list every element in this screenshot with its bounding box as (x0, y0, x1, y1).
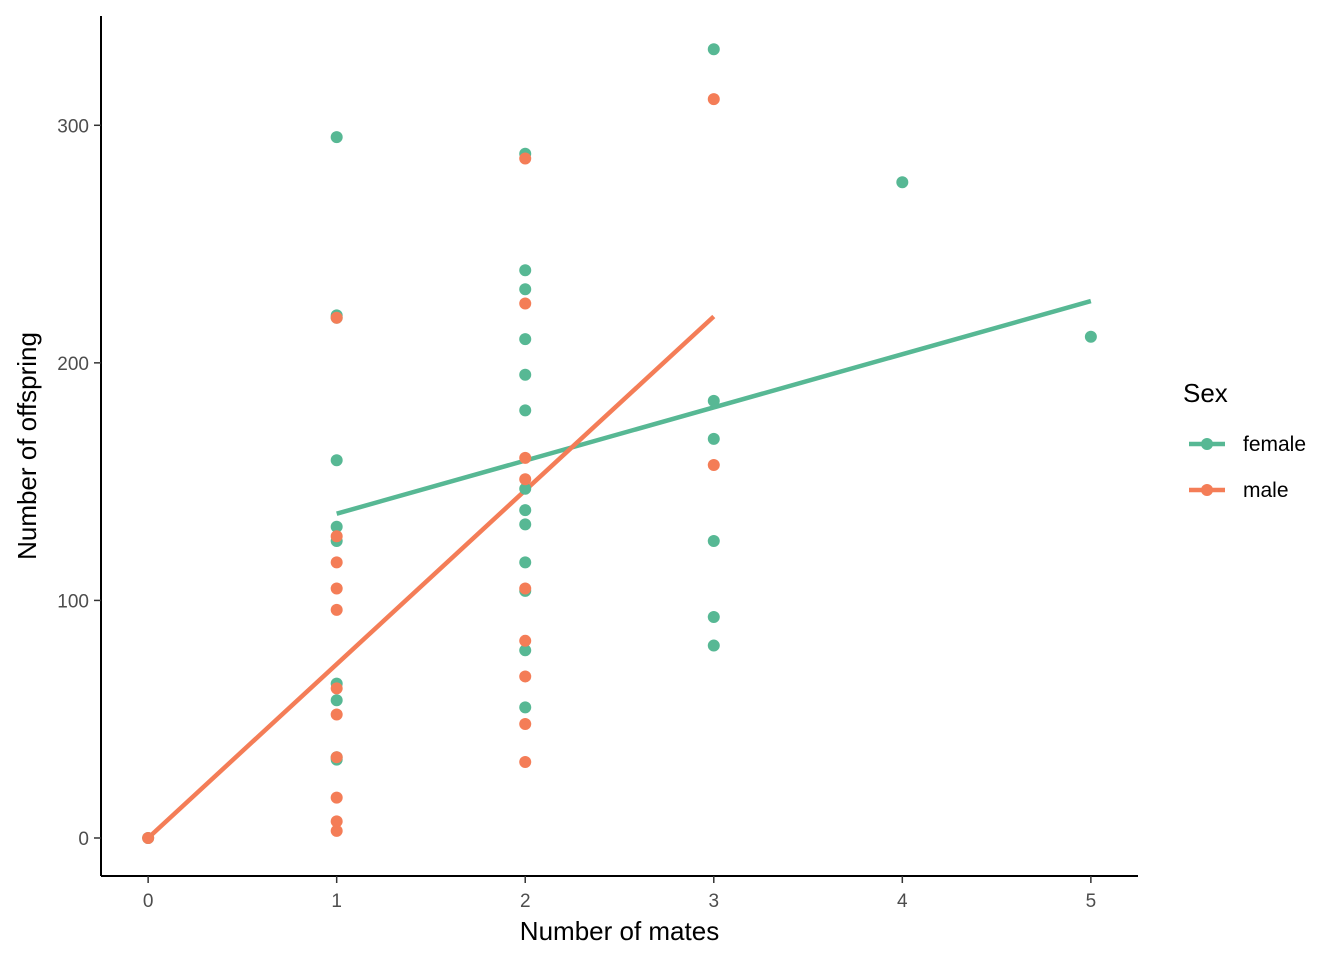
male-point (330, 556, 343, 569)
x-tick-label: 3 (708, 891, 719, 912)
male-point (707, 93, 720, 106)
axis-ticks: 0 1 2 3 4 5 0 100 200 300 (57, 116, 1096, 912)
y-axis-title: Number of offspring (12, 332, 42, 560)
female-point (519, 504, 532, 517)
female-point (519, 518, 532, 531)
legend-item-female: female (1189, 433, 1306, 456)
male-point (330, 815, 343, 828)
female-point (519, 482, 532, 495)
female-point (896, 176, 909, 189)
male-point (519, 755, 532, 768)
male-point (330, 708, 343, 721)
axes (100, 16, 1138, 877)
y-tick-label: 100 (57, 591, 89, 612)
male-point (519, 152, 532, 165)
x-axis-title: Number of mates (520, 916, 719, 946)
male-point (519, 634, 532, 647)
legend-label: male (1243, 479, 1289, 502)
female-point (519, 701, 532, 714)
male-point (330, 751, 343, 764)
data-points (142, 43, 1097, 844)
female-point (1084, 330, 1097, 343)
female-point (707, 394, 720, 407)
female-point (330, 694, 343, 707)
legend-label: female (1243, 433, 1306, 456)
male-point (330, 530, 343, 543)
y-tick-label: 200 (57, 354, 89, 375)
legend-entries: female male (1189, 433, 1306, 502)
male-point (519, 451, 532, 464)
female-point (519, 644, 532, 657)
male-point (519, 717, 532, 730)
fit-lines (146, 298, 1092, 840)
female-point (519, 368, 532, 381)
female-point (707, 611, 720, 624)
x-tick-label: 2 (520, 891, 531, 912)
male-point (519, 297, 532, 310)
female-point (707, 639, 720, 652)
legend-title: Sex (1183, 378, 1228, 408)
female-point (519, 404, 532, 417)
male-fit-line (146, 314, 716, 840)
female-point (707, 535, 720, 548)
female-point (330, 131, 343, 144)
x-tick-label: 4 (897, 891, 908, 912)
female-point (330, 454, 343, 467)
female-point (519, 264, 532, 277)
female-point (519, 283, 532, 296)
x-tick-label: 0 (143, 891, 154, 912)
male-point (519, 582, 532, 595)
male-point (519, 473, 532, 486)
male-point (330, 824, 343, 837)
y-tick-label: 0 (78, 829, 89, 850)
legend-item-male: male (1189, 479, 1289, 502)
female-point (707, 43, 720, 56)
male-point (330, 682, 343, 695)
male-point (330, 311, 343, 324)
female-point (519, 333, 532, 346)
male-point (707, 459, 720, 472)
male-point (330, 603, 343, 616)
male-point (142, 831, 155, 844)
x-tick-label: 1 (331, 891, 342, 912)
x-tick-label: 5 (1086, 891, 1097, 912)
legend-key-point (1201, 438, 1213, 450)
y-tick-label: 300 (57, 116, 89, 137)
female-point (519, 556, 532, 569)
female-fit-line (336, 298, 1092, 516)
male-point (330, 582, 343, 595)
male-point (330, 791, 343, 804)
legend-key-point (1201, 484, 1213, 496)
female-point (330, 520, 343, 533)
male-point (519, 670, 532, 683)
legend: Sex female male (1183, 378, 1306, 502)
female-point (707, 432, 720, 445)
